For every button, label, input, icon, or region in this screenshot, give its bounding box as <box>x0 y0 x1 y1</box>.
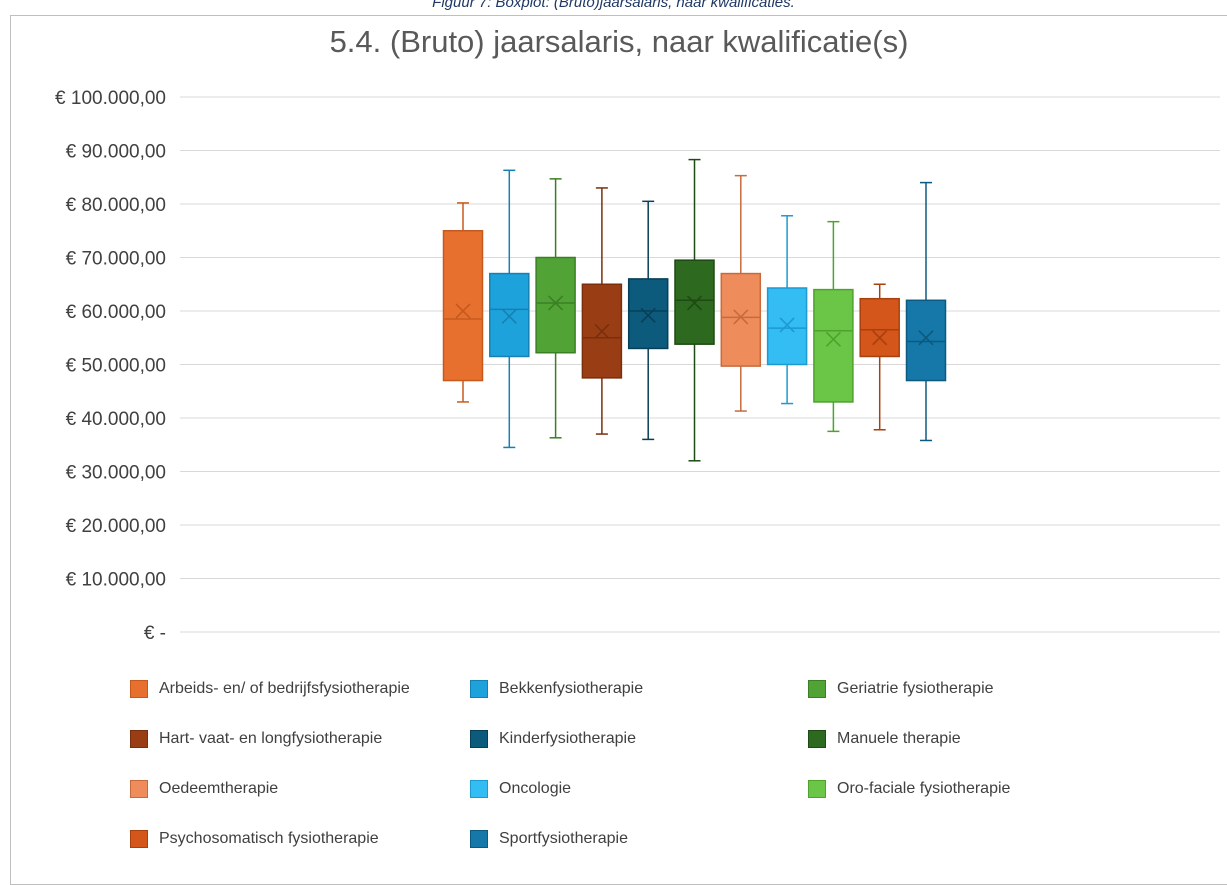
legend-label: Oedeemtherapie <box>159 780 278 798</box>
box-7 <box>721 176 760 411</box>
legend-swatch <box>130 730 148 748</box>
legend-item: Oro-faciale fysiotherapie <box>808 778 1010 800</box>
legend-label: Bekkenfysiotherapie <box>499 680 643 698</box>
legend-swatch <box>130 680 148 698</box>
y-tick-label: € 20.000,00 <box>66 516 166 537</box>
box-10 <box>860 284 899 430</box>
iqr-box <box>490 274 529 357</box>
gridlines <box>180 97 1220 632</box>
legend-label: Oncologie <box>499 780 571 798</box>
box-8 <box>768 216 807 404</box>
legend-label: Arbeids- en/ of bedrijfsfysiotherapie <box>159 680 410 698</box>
box-3 <box>536 179 575 438</box>
legend-label: Hart- vaat- en longfysiotherapie <box>159 730 382 748</box>
box-1 <box>444 203 483 402</box>
iqr-box <box>444 231 483 381</box>
legend-item: Oedeemtherapie <box>130 778 278 800</box>
legend-swatch <box>470 780 488 798</box>
iqr-box <box>907 300 946 380</box>
legend-label: Oro-faciale fysiotherapie <box>837 780 1010 798</box>
y-tick-label: € 50.000,00 <box>66 356 166 377</box>
y-tick-label: € - <box>144 623 166 644</box>
iqr-box <box>768 288 807 365</box>
legend-swatch <box>808 730 826 748</box>
iqr-box <box>860 299 899 357</box>
legend-swatch <box>808 680 826 698</box>
box-11 <box>907 183 946 441</box>
legend-swatch <box>130 780 148 798</box>
legend-swatch <box>808 780 826 798</box>
legend-item: Bekkenfysiotherapie <box>470 678 643 700</box>
y-axis-tick-labels: € - € 10.000,00 € 20.000,00 € 30.000,00 € 40… <box>55 88 166 644</box>
y-tick-label: € 100.000,00 <box>55 88 166 109</box>
box-6 <box>675 160 714 461</box>
legend-label: Psychosomatisch fysiotherapie <box>159 830 379 848</box>
iqr-box <box>629 279 668 349</box>
legend-item: Psychosomatisch fysiotherapie <box>130 828 379 850</box>
iqr-box <box>721 274 760 367</box>
legend-item: Oncologie <box>470 778 571 800</box>
legend-label: Kinderfysiotherapie <box>499 730 636 748</box>
y-tick-label: € 30.000,00 <box>66 463 166 484</box>
legend-item: Manuele therapie <box>808 728 961 750</box>
iqr-box <box>536 258 575 353</box>
legend-item: Arbeids- en/ of bedrijfsfysiotherapie <box>130 678 410 700</box>
y-tick-label: € 80.000,00 <box>66 195 166 216</box>
legend-label: Geriatrie fysiotherapie <box>837 680 994 698</box>
legend-label: Sportfysiotherapie <box>499 830 628 848</box>
legend-item: Kinderfysiotherapie <box>470 728 636 750</box>
legend-item: Hart- vaat- en longfysiotherapie <box>130 728 382 750</box>
y-tick-label: € 70.000,00 <box>66 249 166 270</box>
box-5 <box>629 201 668 439</box>
box-9 <box>814 222 853 432</box>
legend-item: Sportfysiotherapie <box>470 828 628 850</box>
box-4 <box>582 188 621 434</box>
y-tick-label: € 60.000,00 <box>66 302 166 323</box>
y-tick-label: € 10.000,00 <box>66 570 166 591</box>
y-tick-label: € 40.000,00 <box>66 409 166 430</box>
legend-swatch <box>470 680 488 698</box>
legend-item: Geriatrie fysiotherapie <box>808 678 994 700</box>
box-series <box>444 160 946 461</box>
y-tick-label: € 90.000,00 <box>66 142 166 163</box>
iqr-box <box>814 290 853 402</box>
box-2 <box>490 170 529 447</box>
legend-label: Manuele therapie <box>837 730 961 748</box>
legend-swatch <box>470 730 488 748</box>
legend-swatch <box>130 830 148 848</box>
legend-swatch <box>470 830 488 848</box>
